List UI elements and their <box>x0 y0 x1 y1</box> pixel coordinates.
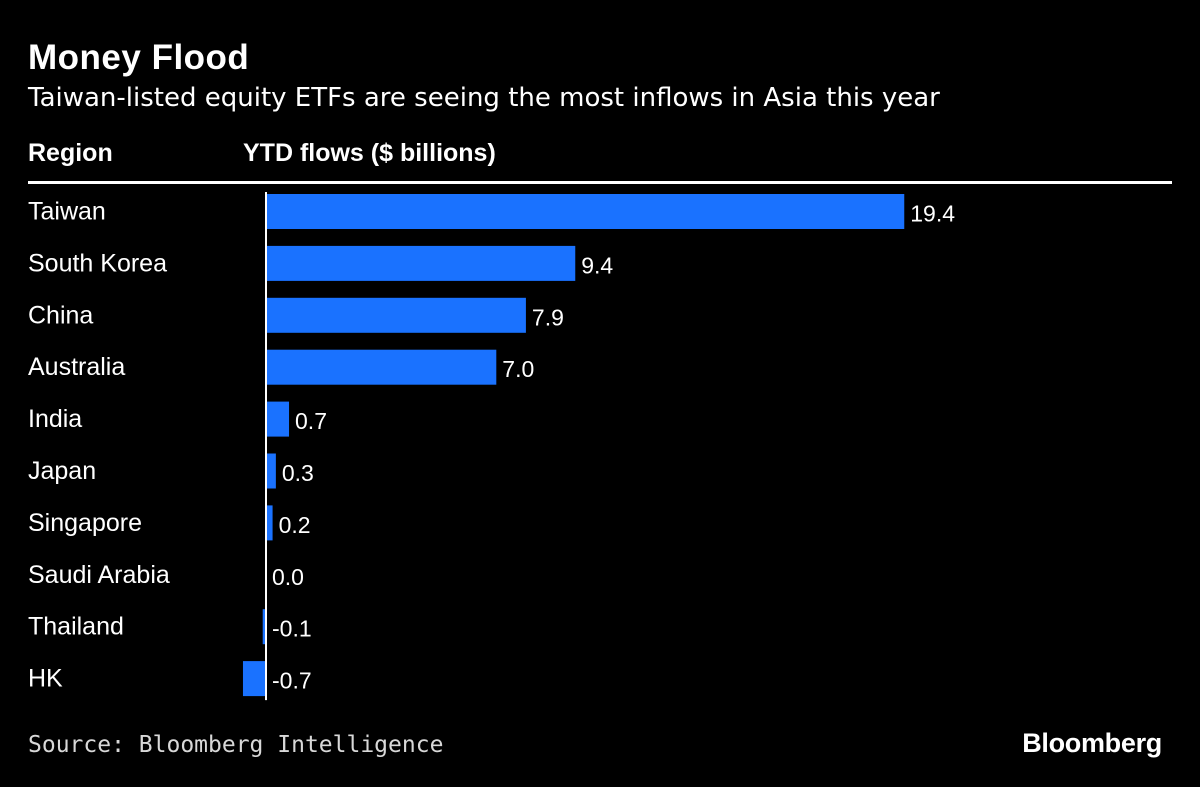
region-label-japan: Japan <box>28 457 96 485</box>
flows-column-header: YTD flows ($ billions) <box>243 139 496 167</box>
header-rule <box>28 181 1172 184</box>
value-label-taiwan: 19.4 <box>910 201 955 227</box>
value-label-australia: 7.0 <box>502 356 534 382</box>
region-label-china: China <box>28 301 93 329</box>
bar-south-korea <box>266 245 576 281</box>
value-label-india: 0.7 <box>295 408 327 434</box>
region-label-australia: Australia <box>28 353 125 381</box>
bar-india <box>266 401 290 437</box>
bar-australia <box>266 349 497 385</box>
value-label-thailand: -0.1 <box>272 616 312 642</box>
value-label-hk: -0.7 <box>272 668 312 694</box>
chart-title: Money Flood <box>28 38 250 77</box>
region-label-singapore: Singapore <box>28 509 142 537</box>
value-label-saudi-arabia: 0.0 <box>272 564 304 590</box>
region-column-header: Region <box>28 139 113 167</box>
region-label-thailand: Thailand <box>28 613 124 641</box>
bloomberg-logo: Bloomberg <box>1022 728 1162 758</box>
bar-japan <box>266 453 276 489</box>
source-note: Source: Bloomberg Intelligence <box>28 732 444 758</box>
bar-singapore <box>266 505 273 541</box>
value-label-south-korea: 9.4 <box>581 252 613 278</box>
value-label-japan: 0.3 <box>282 460 314 486</box>
region-label-saudi-arabia: Saudi Arabia <box>28 561 170 589</box>
value-label-china: 7.9 <box>532 304 564 330</box>
value-label-singapore: 0.2 <box>279 512 311 538</box>
bar-taiwan <box>266 194 905 229</box>
bar-hk <box>242 661 266 697</box>
region-label-south-korea: South Korea <box>28 249 167 277</box>
region-label-taiwan: Taiwan <box>28 198 106 226</box>
region-label-hk: HK <box>28 665 63 693</box>
bar-thailand <box>262 609 266 645</box>
chart-subtitle: Taiwan-listed equity ETFs are seeing the… <box>28 83 940 113</box>
bar-china <box>266 297 526 333</box>
region-label-india: India <box>28 405 82 433</box>
